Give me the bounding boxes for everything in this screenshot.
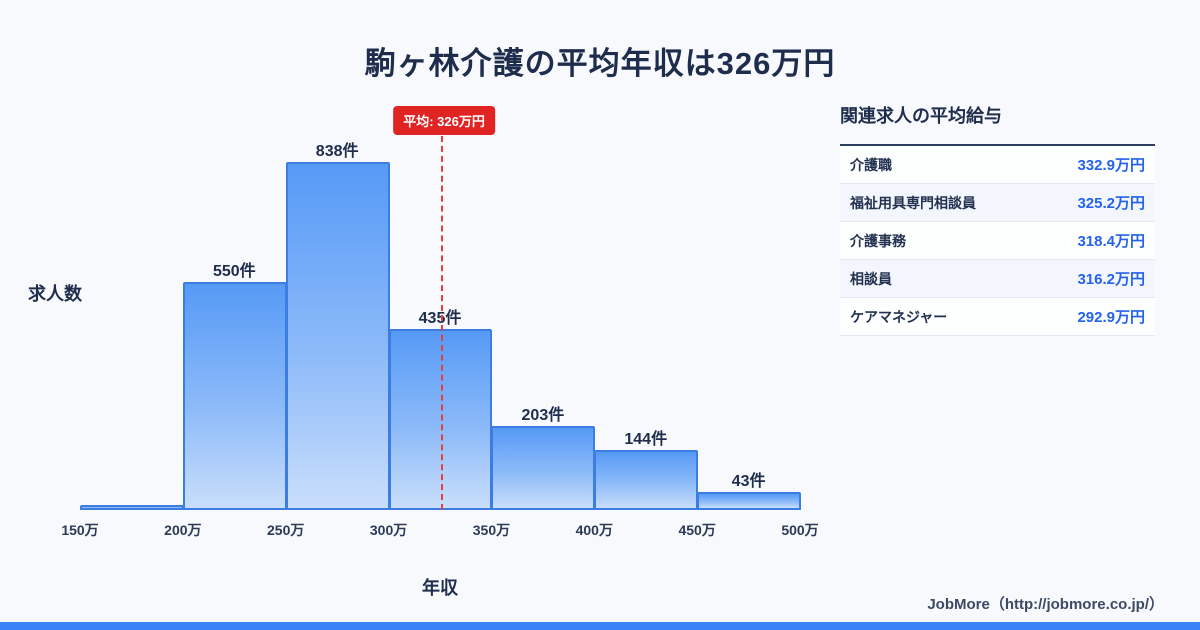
related-job-label: 福祉用具専門相談員: [850, 194, 976, 211]
bar-count-label: 144件: [624, 431, 668, 448]
histogram-bar: [182, 282, 287, 510]
related-job-value: 332.9万円: [1077, 157, 1145, 174]
histogram-bar: [80, 505, 184, 510]
x-tick-label: 500万: [781, 522, 819, 538]
histogram-bar: [594, 450, 699, 510]
histogram-bar: [491, 426, 596, 510]
bar-count-label: 435件: [418, 310, 462, 327]
related-job-label: ケアマネジャー: [850, 308, 948, 325]
histogram-bar: [388, 329, 493, 510]
histogram-bar-cell: 550件: [182, 110, 287, 510]
bar-count-label: 43件: [731, 473, 766, 490]
bar-count-label: 203件: [521, 407, 565, 424]
histogram-bar-cell: 144件: [594, 110, 699, 510]
x-tick-label: 350万: [472, 522, 511, 538]
histogram-bar-cell: 203件: [491, 110, 596, 510]
related-job-row: 福祉用具専門相談員 325.2万円: [840, 184, 1155, 222]
related-job-value: 316.2万円: [1077, 271, 1145, 288]
x-tick-label: 150万: [61, 522, 99, 538]
related-job-label: 介護事務: [850, 232, 906, 249]
related-jobs-title: 関連求人の平均給与: [840, 106, 1002, 126]
average-badge: 平均: 326万円: [393, 106, 495, 135]
related-job-row: ケアマネジャー 292.9万円: [840, 298, 1155, 336]
related-job-value: 325.2万円: [1077, 195, 1145, 212]
x-tick-label: 450万: [678, 522, 716, 538]
x-tick-label: 300万: [369, 522, 408, 538]
related-job-row: 介護職 332.9万円: [840, 146, 1155, 184]
bar-count-label: [80, 480, 183, 499]
histogram-bar: [285, 162, 390, 510]
salary-histogram: 550件 838件 435件 203件 144件 43件 平均: 326万円: [80, 106, 802, 510]
histogram-bar-cell: 435件: [388, 110, 493, 510]
histogram-bar: [697, 492, 802, 510]
x-tick-label: 200万: [164, 522, 202, 538]
histogram-bar-cell: 43件: [697, 110, 802, 510]
x-tick-label: 250万: [267, 522, 305, 538]
histogram-bar-cell: [80, 110, 184, 510]
bar-count-label: 550件: [212, 263, 256, 280]
bar-count-label: 838件: [315, 143, 359, 160]
histogram-bars: 550件 838件 435件 203件 144件 43件: [80, 110, 802, 510]
related-job-label: 介護職: [850, 156, 892, 173]
credit-link[interactable]: JobMore（http://jobmore.co.jp/）: [927, 596, 1164, 613]
y-axis-label: 求人数: [28, 284, 82, 304]
related-job-value: 292.9万円: [1077, 309, 1145, 326]
x-axis-label: 年収: [422, 578, 458, 598]
x-axis-ticks: 150万 200万 250万 300万 350万 400万 450万 500万: [61, 520, 818, 540]
x-tick-label: 400万: [575, 522, 613, 538]
page-title: 駒ヶ林介護の平均年収は326万円: [364, 46, 836, 81]
related-jobs-panel: 関連求人の平均給与 介護職 332.9万円福祉用具専門相談員 325.2万円介護事務…: [840, 102, 1155, 336]
brand-bar: [0, 622, 1200, 630]
related-jobs-table: 介護職 332.9万円福祉用具専門相談員 325.2万円介護事務 318.4万円相談員…: [840, 144, 1155, 336]
average-line: 平均: 326万円: [393, 106, 495, 510]
histogram-bar-cell: 838件: [285, 110, 390, 510]
related-job-row: 介護事務 318.4万円: [840, 222, 1155, 260]
related-job-value: 318.4万円: [1077, 233, 1145, 250]
related-job-label: 相談員: [850, 270, 892, 287]
related-job-row: 相談員 316.2万円: [840, 260, 1155, 298]
